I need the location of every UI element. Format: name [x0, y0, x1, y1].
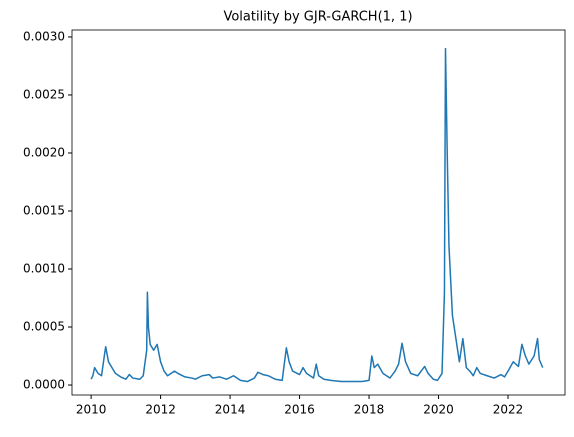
x-tick-label: 2018	[354, 403, 385, 417]
x-tick-label: 2010	[76, 403, 107, 417]
y-tick-label: 0.0030	[23, 29, 65, 43]
y-tick-label: 0.0015	[23, 203, 65, 217]
axes-frame	[71, 29, 566, 396]
y-tick-label: 0.0000	[23, 378, 65, 392]
x-tick-label: 2016	[284, 403, 315, 417]
y-tick-label: 0.0005	[23, 320, 65, 334]
x-tick-label: 2012	[145, 403, 176, 417]
y-tick-label: 0.0020	[23, 145, 65, 159]
y-tick-label: 0.0010	[23, 262, 65, 276]
x-tick-label: 2014	[215, 403, 246, 417]
y-tick-label: 0.0025	[23, 87, 65, 101]
x-tick-label: 2020	[423, 403, 454, 417]
x-tick-label: 2022	[493, 403, 524, 417]
line	[90, 47, 544, 383]
chart-title: Volatility by GJR-GARCH(1, 1)	[223, 10, 412, 25]
